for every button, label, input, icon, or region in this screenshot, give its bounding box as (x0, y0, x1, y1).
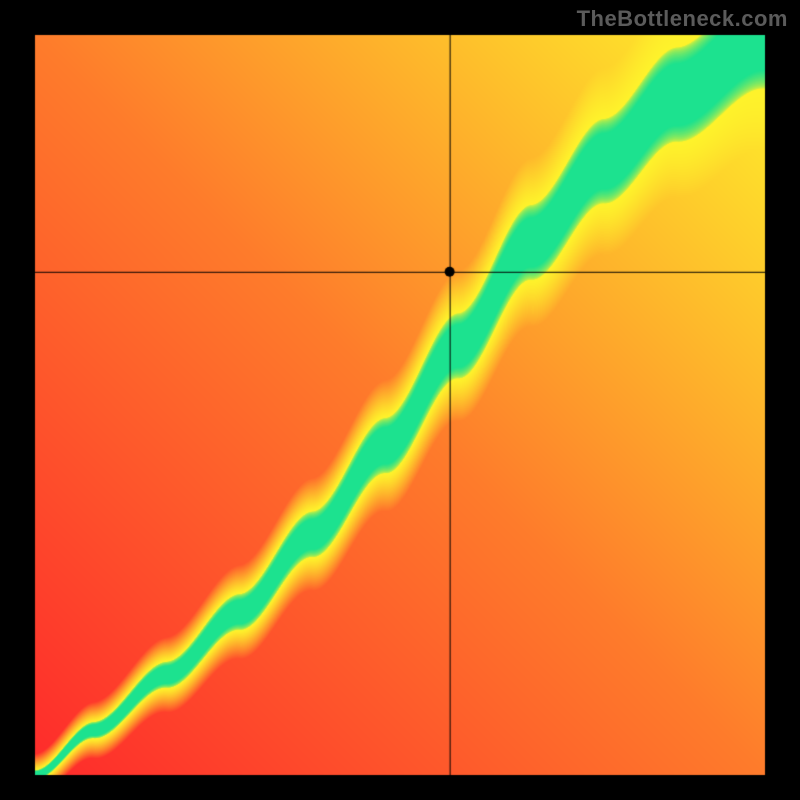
watermark-text: TheBottleneck.com (577, 6, 788, 32)
heatmap-canvas (0, 0, 800, 800)
bottleneck-chart-container: TheBottleneck.com (0, 0, 800, 800)
